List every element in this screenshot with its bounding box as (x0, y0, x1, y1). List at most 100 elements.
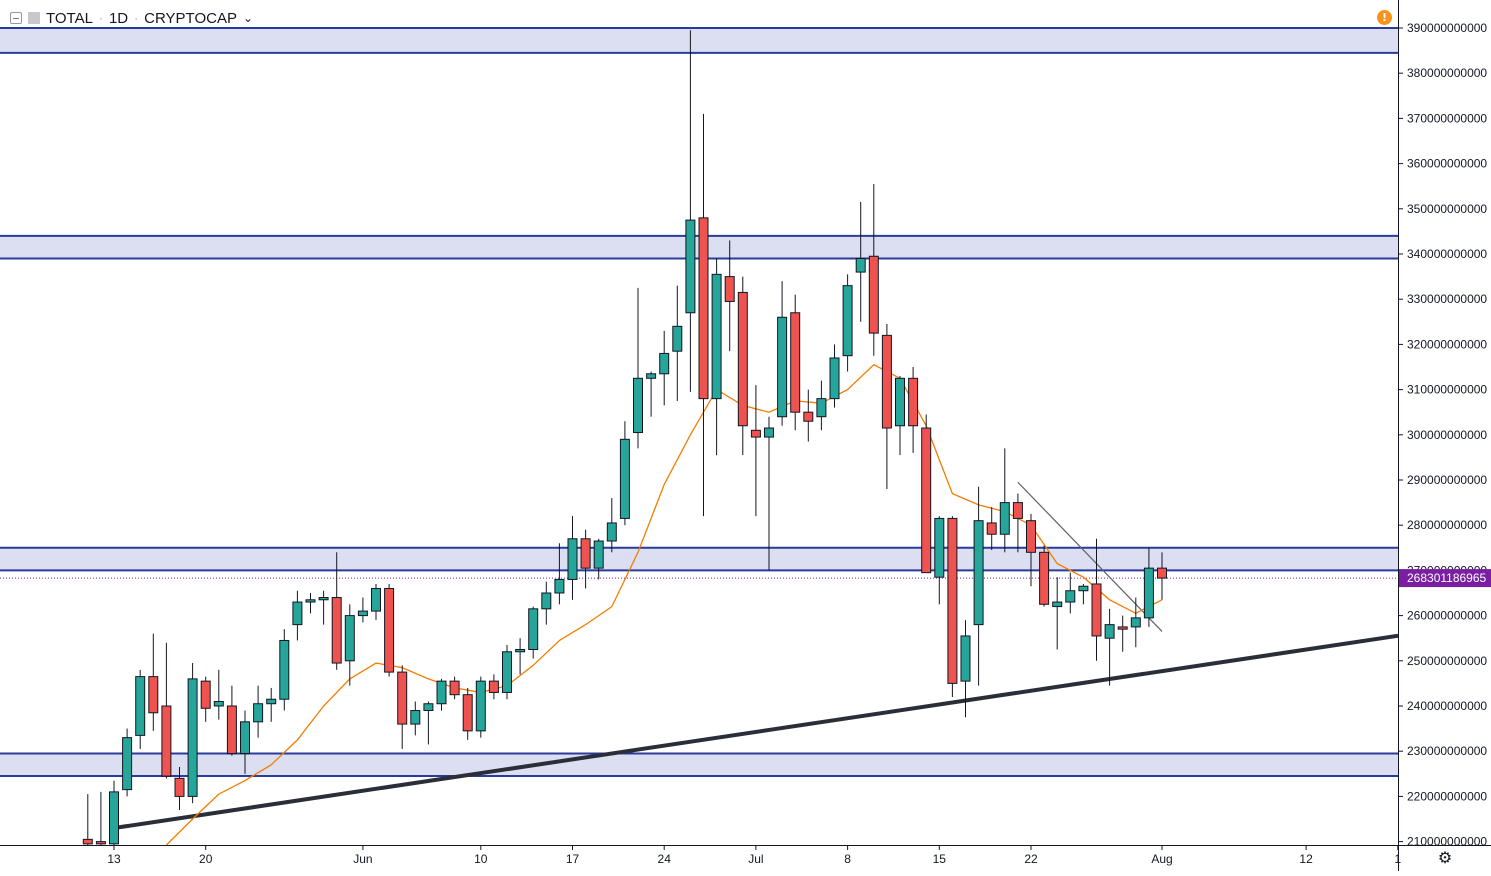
chevron-down-icon[interactable]: ⌄ (242, 11, 254, 25)
candle (947, 516, 958, 697)
candle (750, 385, 761, 517)
candle-body-up (410, 710, 421, 725)
candle-body-up (633, 377, 643, 434)
alert-icon[interactable]: ! (1377, 10, 1392, 25)
candle-body-down (95, 841, 106, 845)
candle-body-down (148, 676, 159, 714)
candle-body-up (135, 676, 146, 736)
candle (436, 678, 447, 711)
interval-label[interactable]: 1D (108, 9, 129, 27)
y-tick-label: 310000000000 (1407, 383, 1487, 397)
candle-body-up (855, 258, 866, 273)
candle-body-down (384, 587, 395, 673)
candle (122, 728, 133, 797)
candle-body-down (947, 517, 958, 684)
y-tick-label: 220000000000 (1407, 789, 1487, 803)
downtrend-line (1017, 481, 1163, 632)
y-tick-label: 330000000000 (1407, 292, 1487, 306)
trendlines (113, 481, 1399, 831)
chart-header: TOTAL · 1D · CRYPTOCAP ⌄ (10, 8, 253, 28)
x-tick-label: 24 (658, 852, 672, 866)
candle (109, 780, 119, 845)
candle-body-up (266, 698, 277, 705)
candle (371, 583, 381, 621)
candle-body-up (357, 610, 368, 617)
candle-body-down (580, 538, 591, 569)
zone-band (0, 547, 1398, 571)
candle (292, 590, 303, 641)
candle-body-up (685, 219, 696, 314)
candle (148, 633, 159, 731)
candle-body-up (999, 502, 1010, 535)
x-tick-label: Aug (1151, 852, 1172, 866)
candle (1091, 538, 1102, 661)
candle-body-up (122, 737, 133, 791)
candle (685, 30, 696, 392)
candle (855, 202, 866, 322)
y-tick-label: 360000000000 (1407, 157, 1487, 171)
candle-body-down (1157, 567, 1167, 579)
y-tick-label: 290000000000 (1407, 473, 1487, 487)
separator: · (98, 11, 103, 25)
last-price-label-text: 268301186965 (1407, 571, 1487, 585)
y-tick-label: 380000000000 (1407, 66, 1487, 80)
candle-body-up (659, 352, 670, 375)
candle-body-up (475, 680, 486, 732)
symbol-logo (28, 12, 40, 24)
candle (449, 676, 460, 700)
last-price-label: 268301186965 (1399, 569, 1491, 588)
candle-body-up (829, 357, 840, 400)
candle (1104, 608, 1115, 686)
candle (266, 687, 277, 722)
candle (711, 258, 722, 456)
x-tick-label: 15 (933, 852, 947, 866)
candle (724, 240, 735, 352)
candle-body-down (737, 291, 748, 427)
candle (580, 529, 591, 589)
candle-body-up (423, 703, 434, 712)
exchange-label[interactable]: CRYPTOCAP (144, 9, 237, 27)
x-tick-label: 12 (1299, 852, 1313, 866)
candle-body-up (1104, 624, 1115, 639)
candle-body-up (895, 377, 905, 427)
x-tick-label: Jul (748, 852, 763, 866)
candles (82, 30, 1167, 845)
candle (593, 538, 604, 580)
candle-body-down (1012, 502, 1023, 519)
candle-body-up (1065, 590, 1076, 603)
settings-gear-icon[interactable]: ⚙ (1437, 848, 1453, 867)
price-axis-bg (1398, 0, 1491, 871)
x-tick-label: 17 (566, 852, 580, 866)
candle-body-up (646, 373, 657, 379)
candle (606, 498, 617, 553)
candle-body-up (567, 538, 578, 580)
candle (1130, 597, 1141, 648)
candle (973, 486, 984, 686)
candle (82, 794, 93, 845)
candle (659, 330, 670, 406)
collapse-icon[interactable] (10, 12, 22, 24)
candle (764, 416, 774, 571)
candle-body-up (1052, 601, 1063, 608)
candle (816, 380, 827, 431)
candle (1052, 577, 1063, 650)
candle (200, 676, 211, 722)
candle (213, 669, 224, 720)
candle (803, 389, 814, 442)
candle-body-down (921, 427, 932, 574)
candle (567, 516, 578, 600)
support-trendline (113, 633, 1399, 831)
candle-body-up (541, 592, 552, 610)
candle (986, 507, 997, 551)
x-tick-label: 8 (844, 852, 851, 866)
y-tick-label: 230000000000 (1407, 744, 1487, 758)
candle-body-up (764, 427, 774, 438)
ma-line (165, 363, 1163, 846)
candle (1012, 493, 1023, 553)
candle (868, 183, 879, 356)
candle-body-up (515, 649, 526, 653)
symbol-name[interactable]: TOTAL (46, 9, 93, 27)
